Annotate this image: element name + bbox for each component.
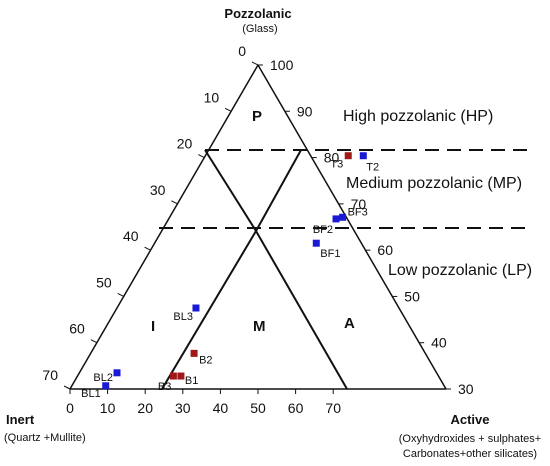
tick-label-active-30: 30 [175,400,191,416]
region-label-m: M [253,318,266,335]
point-b1 [177,372,185,380]
point-b2 [190,349,198,357]
boundary-m-left [161,230,257,390]
tick-label-active-40: 40 [213,400,229,416]
point-label-t3: T3 [330,159,343,171]
point-bl3 [192,304,200,312]
tick-label-active-10: 10 [100,400,116,416]
zone-dividers [159,149,532,229]
tick-label-pozz-left-30: 30 [150,182,166,198]
tick-pozz-left-70 [63,385,71,390]
boundary-p-lower-left [204,149,257,232]
tick-pozz-left-50 [117,292,124,297]
point-bf3 [339,213,347,221]
tick-label-active-60: 60 [288,400,304,416]
vertex-title-active: Active [450,412,489,427]
tick-label-pozz-right-50: 50 [404,288,420,304]
axis-tick-labels: 0 10 20 30 40 50 60 70 100 90 80 70 60 50 40 30 0 10 20 30 4… [42,43,473,416]
region-boundaries [161,149,348,390]
vertex-subtitle-active-line1: (Oxyhydroxides + sulphates+ [399,433,541,445]
zone-label-hp: High pozzolanic (HP) [343,108,493,125]
tick-label-pozz-right-90: 90 [297,103,313,119]
tick-label-pozz-left-20: 20 [177,136,193,152]
tick-label-pozz-left-50: 50 [96,274,112,290]
region-label-a: A [344,315,355,332]
boundary-m-right [255,230,348,390]
tick-label-pozz-right-30: 30 [458,381,474,397]
tick-label-pozz-left-60: 60 [69,321,85,337]
point-bf2 [332,215,340,223]
vertex-titles: Pozzolanic (Glass) Inert (Quartz +Mullit… [4,6,541,460]
point-label-bl1: BL1 [81,388,101,400]
point-bf1 [312,239,320,247]
vertex-title-pozzolanic: Pozzolanic [224,6,291,21]
zone-label-lp: Low pozzolanic (LP) [388,262,532,279]
point-bl1 [102,382,110,390]
tick-pozz-left-30 [171,200,178,205]
vertex-subtitle-pozzolanic: (Glass) [242,23,277,35]
boundary-p-lower-right [255,149,302,232]
point-label-bl3: BL3 [173,311,193,323]
axis-ticks [63,61,451,394]
tick-pozz-left-10 [224,107,232,112]
point-label-b3: B3 [158,381,171,393]
point-t2 [359,152,367,160]
tick-label-active-70: 70 [325,400,341,416]
tick-label-active-50: 50 [250,400,266,416]
tick-label-pozz-right-40: 40 [431,335,447,351]
tick-label-active-0: 0 [66,400,74,416]
point-bl2 [113,369,121,377]
tick-label-pozz-left-0: 0 [238,43,246,59]
point-b3 [169,372,177,380]
tick-label-pozz-right-100: 100 [270,57,294,73]
data-point-labels: T2 BF3 BF2 BF1 BL3 BL2 BL1 T3 B2 B3 B1 [81,159,379,400]
point-label-b2: B2 [199,354,212,366]
tick-label-pozz-left-10: 10 [204,89,220,105]
right-side [257,64,447,390]
point-label-b1: B1 [185,375,198,387]
point-label-bl2: BL2 [93,372,113,384]
point-t3 [344,152,352,160]
vertex-subtitle-active-line2: Carbonates+other silicates) [403,448,537,460]
point-label-bf2: BF2 [313,224,333,236]
tick-pozz-left-20 [198,154,205,159]
zone-label-mp: Medium pozzolanic (MP) [346,175,522,192]
region-label-p: P [252,108,262,125]
tick-label-pozz-right-70: 70 [351,196,367,212]
zone-labels: High pozzolanic (HP) Medium pozzolanic (… [343,108,532,279]
tick-label-active-20: 20 [137,400,153,416]
data-points [102,152,367,390]
vertex-title-inert: Inert [6,412,35,427]
tick-pozz-left-0 [251,61,259,66]
tick-label-pozz-left-70: 70 [42,367,58,383]
point-label-bf3: BF3 [348,206,368,218]
tick-pozz-left-40 [144,246,151,251]
tick-label-pozz-left-40: 40 [123,228,139,244]
region-labels: P I M A [151,108,355,335]
tick-label-pozz-right-80: 80 [324,150,340,166]
point-label-t2: T2 [366,162,379,174]
region-label-i: I [151,318,155,335]
point-label-bf1: BF1 [320,248,340,260]
tick-label-pozz-right-60: 60 [377,242,393,258]
vertex-subtitle-inert: (Quartz +Mullite) [4,432,86,444]
tick-pozz-left-60 [90,339,98,344]
